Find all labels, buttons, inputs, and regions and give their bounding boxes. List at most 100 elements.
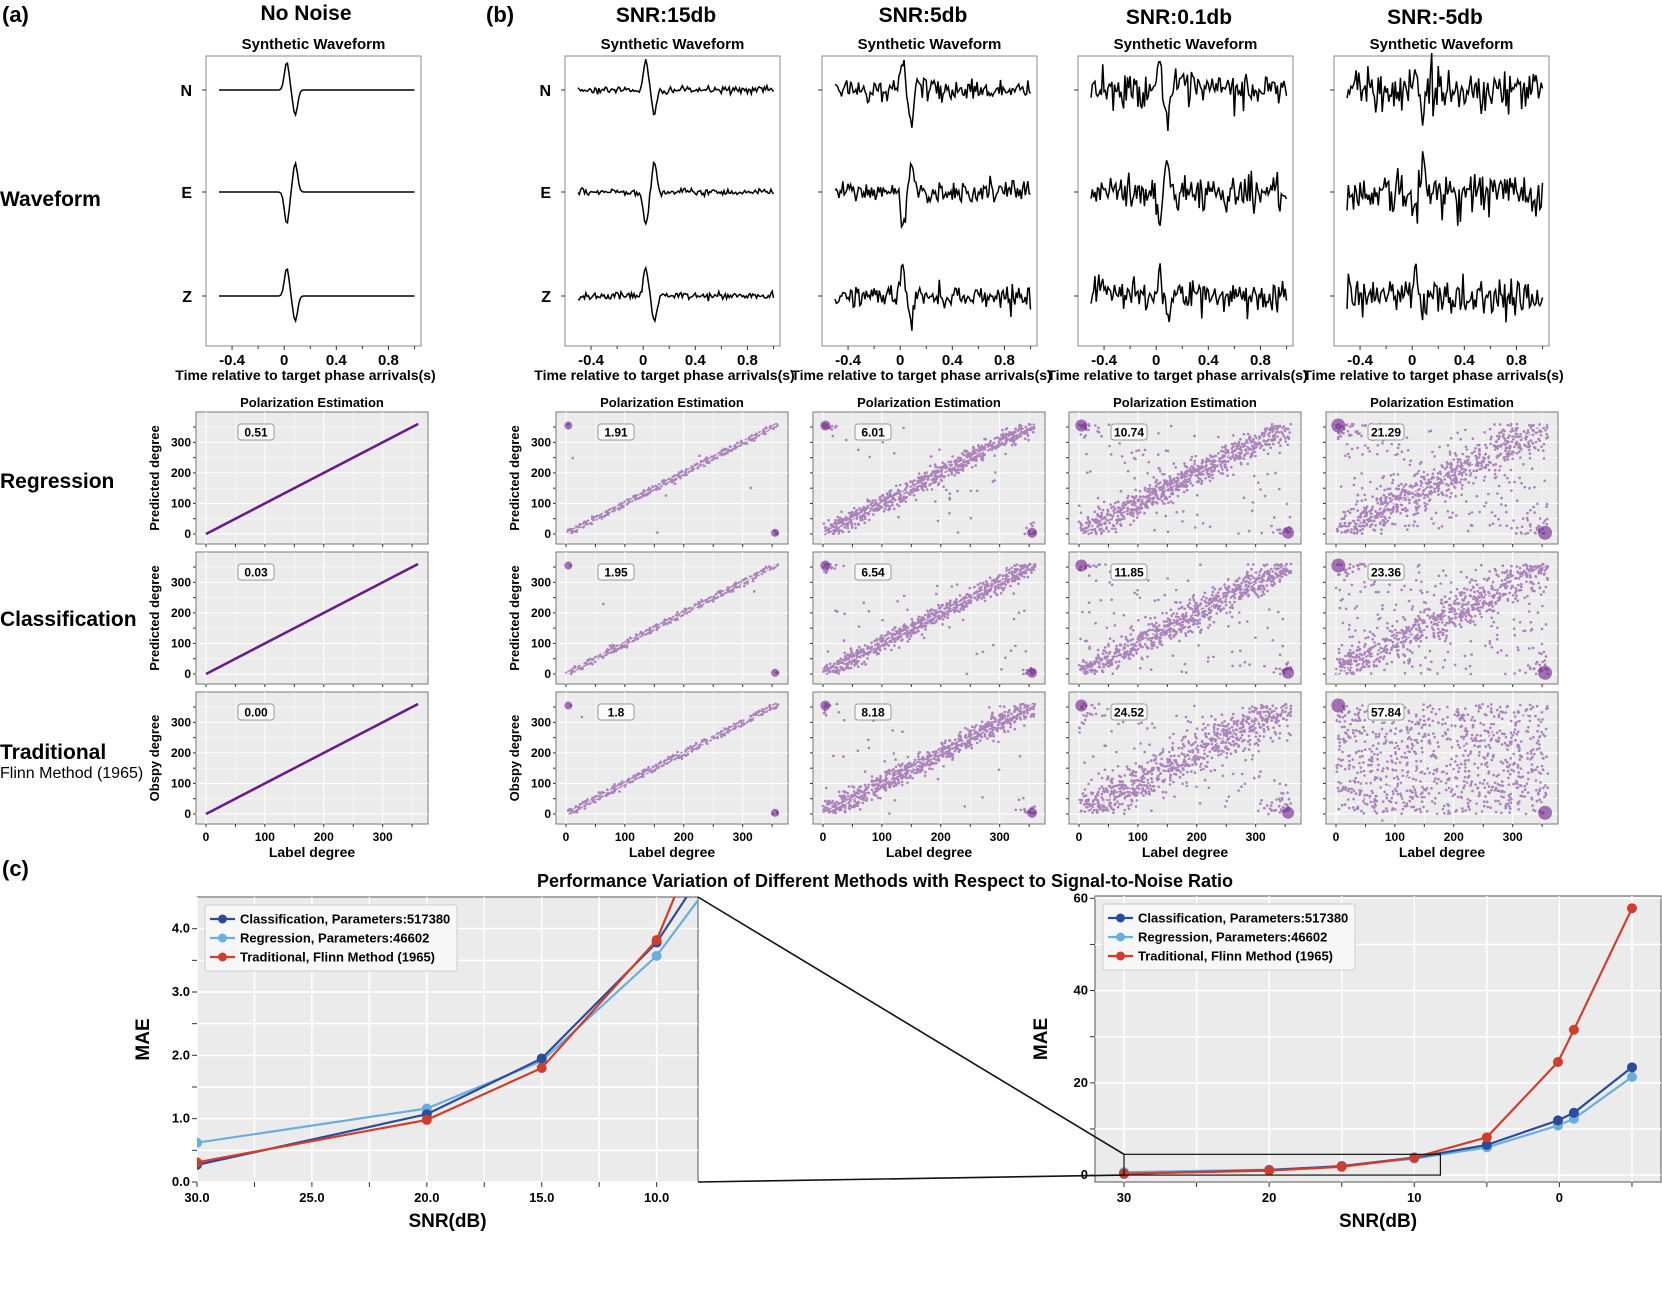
x-tick-label: 0 — [1408, 352, 1416, 369]
waveform-trace-E — [834, 161, 1031, 230]
legend-marker-regression — [218, 933, 227, 943]
waveform-trace-N — [834, 59, 1032, 128]
y-tick-label: 40 — [1074, 983, 1088, 998]
mae-label-box — [1110, 703, 1148, 721]
y-tick-label: 300 — [531, 715, 551, 729]
scatter-panel-regression-snr01: 10.74 — [1066, 411, 1302, 547]
x-tick-label: 0 — [563, 830, 570, 844]
row-sublabel-flinn-method: Flinn Method (1965) — [0, 765, 144, 782]
y-tick-label: 60 — [1074, 890, 1088, 905]
x-axis-label: Label degree — [1142, 844, 1229, 860]
x-axis-label: SNR(dB) — [408, 1211, 486, 1232]
corner-cluster — [564, 701, 573, 710]
scatter-panel-traditional-snr15: 0 100 200 300 Obspy degree 0 100 200 300 Label de… — [507, 691, 789, 860]
waveform-trace-Z — [834, 263, 1032, 331]
scatter-column-snr01: Polarization Estimation 10.74 11.85 0 100 200… — [1066, 395, 1302, 860]
x-tick-label: 0.4 — [326, 352, 348, 369]
data-point-traditional — [1264, 1165, 1275, 1176]
corner-cluster — [1075, 419, 1088, 432]
legend-label-classification: Classification, Parameters:517380 — [240, 912, 450, 927]
x-tick-label: 200 — [1187, 830, 1207, 844]
corner-cluster — [1027, 807, 1038, 818]
column-title-no-noise: No Noise — [260, 2, 352, 25]
data-point-traditional — [1336, 1161, 1347, 1172]
legend-label-regression: Regression, Parameters:46602 — [240, 931, 429, 946]
scatter-panel-regression-snr15: 0 100 200 300 Predicted degree 1.91 — [507, 411, 789, 547]
x-tick-label: 100 — [615, 830, 635, 844]
x-tick-label: 200 — [1444, 830, 1464, 844]
x-tick-label: 0 — [820, 830, 827, 844]
x-tick-label: 300 — [990, 830, 1010, 844]
data-point-traditional — [536, 1063, 547, 1073]
x-tick-label: 100 — [255, 830, 275, 844]
x-tick-label: 0.8 — [994, 352, 1015, 369]
y-tick-label: 100 — [531, 776, 551, 790]
x-tick-label: 300 — [1503, 830, 1523, 844]
mae-value: 0.03 — [244, 566, 268, 580]
scatter-points — [1331, 698, 1553, 822]
legend-marker-classification — [1116, 913, 1125, 923]
channel-label-E: E — [181, 185, 192, 202]
corner-cluster — [1282, 806, 1295, 819]
scatter-title: Polarization Estimation — [600, 395, 744, 410]
waveform-title: Synthetic Waveform — [1114, 36, 1258, 53]
x-tick-label: 300 — [733, 830, 753, 844]
scatter-panel-traditional-snrm5: 0 100 200 300 Label degree 57.84 — [1323, 691, 1559, 860]
scatter-title: Polarization Estimation — [240, 395, 384, 410]
waveform-trace-E — [577, 160, 775, 227]
scatter-title: Polarization Estimation — [857, 395, 1001, 410]
y-tick-label: 0 — [184, 667, 191, 681]
x-tick-label: 200 — [931, 830, 951, 844]
x-tick-label: 0 — [1556, 1190, 1563, 1205]
mae-value: 0.00 — [244, 706, 268, 720]
column-title-snr5: SNR:5db — [878, 4, 968, 27]
scatter-column-snr15: Polarization Estimation 0 100 200 300 Predict… — [507, 395, 789, 860]
x-tick-label: 0 — [896, 352, 904, 369]
legend-label-traditional: Traditional, Flinn Method (1965) — [240, 950, 435, 965]
x-tick-label: 100 — [1128, 830, 1148, 844]
y-tick-label: 100 — [171, 636, 191, 650]
mae-label-box — [597, 423, 635, 441]
y-tick-label: 200 — [171, 746, 191, 760]
y-tick-label: 300 — [531, 575, 551, 589]
waveform-frame — [205, 55, 422, 347]
mae-value: 23.36 — [1371, 566, 1401, 580]
waveform-trace-E — [219, 160, 415, 225]
mae-value: 11.85 — [1114, 566, 1144, 580]
y-tick-label: 200 — [171, 466, 191, 480]
x-tick-label: 0.4 — [1454, 352, 1476, 369]
y-tick-label: 1.0 — [172, 1111, 190, 1126]
scatter-point-cloud — [822, 422, 1037, 536]
mae-label-box — [1367, 563, 1405, 581]
mae-value: 24.52 — [1114, 706, 1144, 720]
x-tick-label: 300 — [373, 830, 393, 844]
data-point-classification — [1626, 1062, 1637, 1073]
corner-cluster — [1075, 559, 1088, 572]
x-tick-label: 0 — [280, 352, 288, 369]
x-tick-label: -0.4 — [1347, 352, 1374, 369]
mae-label-box — [854, 563, 892, 581]
waveform-trace-Z — [577, 265, 775, 324]
y-axis-label: Predicted degree — [147, 565, 162, 671]
y-tick-label: 2.0 — [172, 1047, 190, 1062]
x-tick-label: 0 — [1333, 830, 1340, 844]
waveform-trace-N — [1090, 60, 1288, 131]
x-tick-label: 0.4 — [1198, 352, 1220, 369]
x-axis-label: Time relative to target phase arrivals(s… — [791, 367, 1051, 383]
mae-value: 6.01 — [861, 426, 885, 440]
x-tick-label: 0.8 — [1250, 352, 1271, 369]
column-title-snrm5: SNR:-5db — [1387, 6, 1483, 29]
x-axis-label: Label degree — [886, 844, 973, 860]
legend-box — [1102, 903, 1356, 971]
legend-label-regression: Regression, Parameters:46602 — [1138, 930, 1327, 945]
waveform-trace-Z — [219, 267, 415, 324]
y-tick-label: 100 — [531, 636, 551, 650]
channel-label-N: N — [539, 83, 551, 100]
x-axis-label: Label degree — [629, 844, 716, 860]
y-tick-label: 300 — [171, 435, 191, 449]
legend-label-classification: Classification, Parameters:517380 — [1138, 911, 1348, 926]
x-tick-label: 10.0 — [644, 1190, 669, 1205]
